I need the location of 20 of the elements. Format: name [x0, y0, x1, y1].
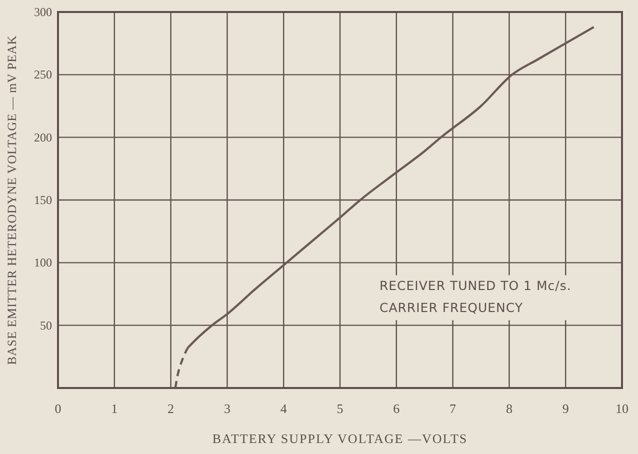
y-tick-label: 100	[34, 256, 52, 270]
x-tick-label: 9	[562, 401, 569, 416]
x-tick-label: 1	[111, 401, 118, 416]
x-tick-label: 5	[336, 401, 344, 416]
x-tick-label: 8	[506, 401, 512, 416]
annotation: RECEIVER TUNED TO 1 Mc/s. CARRIER FREQUENCY	[379, 278, 572, 316]
x-axis-title: BATTERY SUPPLY VOLTAGE —VOLTS	[212, 431, 468, 446]
y-tick-label: 250	[34, 68, 52, 82]
x-tick-label: 10	[616, 401, 628, 416]
y-tick-label: 200	[34, 130, 52, 144]
x-tick-label: 0	[54, 401, 62, 416]
x-tick-label: 2	[168, 401, 174, 416]
x-tick-label: 6	[393, 401, 400, 416]
y-axis-title: BASE EMITTER HETERODYNE VOLTAGE — mV PEAK	[5, 35, 19, 365]
y-tick-label: 50	[40, 318, 52, 332]
y-tick-label: 300	[34, 5, 52, 19]
y-tick-label: 150	[34, 193, 52, 207]
x-tick-label: 3	[224, 401, 230, 416]
x-tick-label: 4	[280, 401, 288, 416]
x-tick-label: 7	[450, 401, 457, 416]
